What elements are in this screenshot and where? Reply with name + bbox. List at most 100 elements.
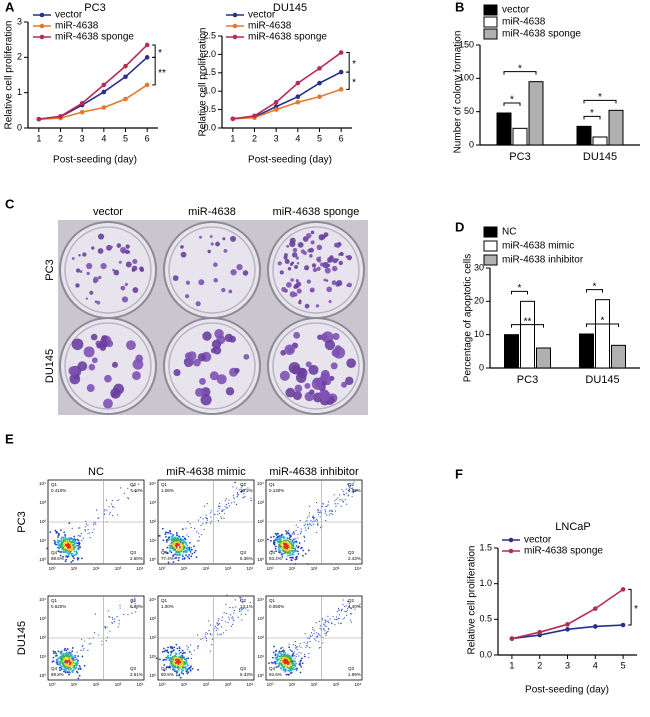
flow-event xyxy=(83,664,86,667)
colony xyxy=(139,266,144,272)
dish-rim xyxy=(64,322,152,410)
flow-event xyxy=(225,507,227,509)
colony xyxy=(94,300,98,303)
quadrant-name: Q3 xyxy=(240,666,247,671)
colony xyxy=(103,398,113,409)
x-tick-label: 10⁰ xyxy=(267,566,274,571)
quadrant-name: Q1 xyxy=(269,598,276,603)
flow-event xyxy=(333,494,335,496)
flow-event xyxy=(76,558,79,561)
flow-event xyxy=(180,651,182,654)
flow-event xyxy=(232,616,234,618)
bar xyxy=(504,334,519,369)
flow-event xyxy=(76,547,79,550)
flow-event xyxy=(350,487,352,490)
flow-event xyxy=(188,535,190,538)
y-tick-label: 10³ xyxy=(257,616,264,621)
flow-event xyxy=(319,646,321,649)
flow-event xyxy=(339,623,342,625)
flow-event xyxy=(112,506,114,508)
flow-event xyxy=(159,658,161,661)
flow-event xyxy=(279,535,281,537)
colony xyxy=(221,287,226,293)
y-tick-label: 10⁰ xyxy=(149,557,156,562)
flow-event xyxy=(59,669,61,672)
chart-title: LNCaP xyxy=(555,521,590,533)
flow-event xyxy=(339,499,341,501)
flow-event xyxy=(344,605,346,608)
flow-event xyxy=(54,529,57,532)
colony xyxy=(304,303,310,309)
flow-event xyxy=(113,506,115,508)
flow-event xyxy=(181,649,184,652)
flow-event xyxy=(84,530,86,532)
colony xyxy=(310,240,315,245)
colony xyxy=(85,297,89,300)
flow-event xyxy=(189,541,191,544)
flow-event xyxy=(194,549,197,552)
flow-event xyxy=(109,616,111,618)
colony xyxy=(309,254,313,258)
flow-event xyxy=(172,549,175,552)
flow-event xyxy=(69,654,72,657)
flow-event xyxy=(127,487,129,489)
flow-event xyxy=(280,650,283,653)
flow-event xyxy=(319,627,321,629)
flow-event xyxy=(312,516,314,519)
flow-event xyxy=(226,594,228,596)
flow-event xyxy=(187,671,190,674)
flow-event xyxy=(71,647,74,649)
flow-event xyxy=(219,634,221,636)
colony xyxy=(236,264,243,271)
flow-event xyxy=(347,495,349,497)
y-tick-label: 10² xyxy=(257,519,264,524)
flow-event xyxy=(81,638,83,641)
flow-event xyxy=(280,660,283,663)
flow-event xyxy=(195,556,198,559)
flow-event xyxy=(60,537,62,540)
y-tick-label: 2.0 xyxy=(203,49,216,59)
data-point xyxy=(295,80,301,86)
flow-event xyxy=(323,627,325,629)
flow-event xyxy=(183,657,185,659)
dish-rim xyxy=(168,226,256,314)
flow-event xyxy=(218,624,220,626)
flow-event xyxy=(71,527,73,529)
colony xyxy=(111,361,119,368)
quadrant-percent: 13.1% xyxy=(240,604,253,609)
colony xyxy=(311,263,317,268)
flow-event xyxy=(335,616,338,618)
y-tick-label: 150 xyxy=(459,39,474,49)
legend-swatch xyxy=(483,4,498,16)
y-tick-label: 10¹ xyxy=(149,538,156,543)
colony xyxy=(283,255,288,260)
x-tick-label: 6 xyxy=(145,133,150,143)
y-tick-label: 10¹ xyxy=(257,538,264,543)
flow-event xyxy=(232,618,234,620)
flow-event xyxy=(289,536,291,539)
flow-event xyxy=(236,487,238,489)
flow-event xyxy=(52,650,55,653)
flow-event xyxy=(171,655,174,658)
y-tick-label: 0 xyxy=(479,362,484,372)
colony xyxy=(316,244,323,251)
flow-event xyxy=(69,667,72,670)
flow-event xyxy=(281,664,284,667)
flow-event xyxy=(84,526,86,528)
flow-event xyxy=(307,641,309,643)
data-point xyxy=(144,55,150,60)
x-tick-label: 10³ xyxy=(115,682,122,687)
flow-event xyxy=(173,646,176,649)
flow-event xyxy=(118,623,120,625)
flow-event xyxy=(349,484,352,486)
flow-event xyxy=(78,674,81,677)
flow-event xyxy=(300,652,302,654)
flow-event xyxy=(62,546,65,549)
flow-event xyxy=(319,516,321,518)
colony xyxy=(295,372,307,383)
significance-label: * xyxy=(158,48,162,59)
significance-label: * xyxy=(590,108,594,119)
flow-event xyxy=(228,499,230,501)
flow-event xyxy=(181,535,184,538)
colony xyxy=(126,340,136,351)
